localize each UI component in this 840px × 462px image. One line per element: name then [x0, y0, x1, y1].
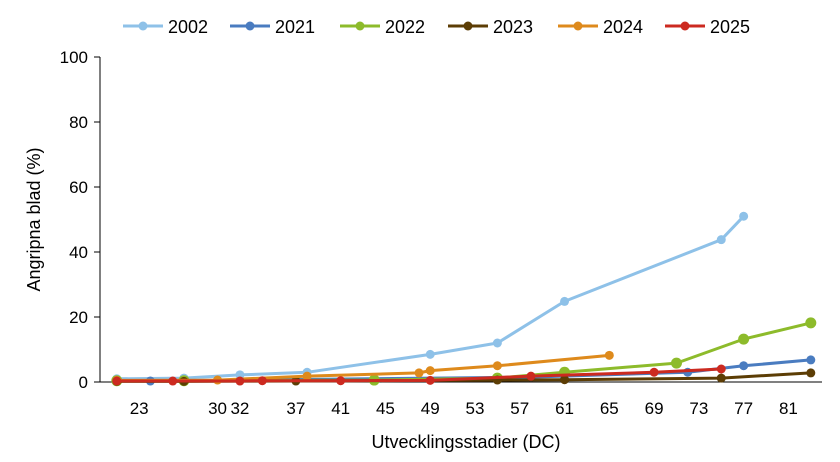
x-tick-label: 73: [689, 399, 708, 418]
data-point: [560, 296, 570, 306]
data-point: [492, 338, 502, 348]
x-tick-label: 57: [510, 399, 529, 418]
data-point: [806, 368, 816, 378]
series-layer: [111, 211, 817, 387]
legend-label: 2022: [385, 17, 425, 37]
legend: 2002 2021 2022 2023 2024 2025: [123, 17, 750, 37]
series-2025: [112, 364, 726, 386]
x-axis-title: Utvecklingsstadier (DC): [371, 432, 560, 452]
data-point: [738, 333, 750, 345]
x-tick-label: 65: [600, 399, 619, 418]
legend-item-2024: 2024: [558, 17, 643, 37]
data-point: [112, 376, 122, 386]
y-tick-label: 40: [69, 243, 88, 262]
data-point: [560, 375, 570, 385]
data-point: [806, 355, 816, 365]
legend-item-2025: 2025: [665, 17, 750, 37]
y-tick-label: 20: [69, 308, 88, 327]
data-point: [649, 367, 659, 377]
x-tick-label: 30: [208, 399, 227, 418]
legend-swatch-marker: [355, 21, 365, 31]
x-tick-label: 81: [779, 399, 798, 418]
y-tick-label: 60: [69, 178, 88, 197]
data-point: [414, 368, 424, 378]
x-tick-label: 61: [555, 399, 574, 418]
series-2002: [112, 211, 749, 384]
x-tick-label: 41: [331, 399, 350, 418]
data-point: [235, 370, 245, 380]
y-tick-label: 100: [60, 48, 88, 67]
data-point: [425, 366, 435, 376]
legend-label: 2002: [168, 17, 208, 37]
y-tick-label: 80: [69, 113, 88, 132]
x-tick-label: 45: [376, 399, 395, 418]
data-point: [168, 376, 178, 386]
data-point: [336, 376, 346, 386]
x-tick-label: 37: [286, 399, 305, 418]
x-tick-label: 49: [421, 399, 440, 418]
legend-item-2023: 2023: [448, 17, 533, 37]
data-point: [670, 357, 682, 369]
x-tick-label: 53: [466, 399, 485, 418]
data-point: [257, 376, 267, 386]
data-point: [805, 317, 817, 329]
x-tick-label: 69: [645, 399, 664, 418]
y-ticks: 0 20 40 60 80 100: [60, 48, 100, 392]
legend-swatch-marker: [573, 21, 583, 31]
y-axis-title: Angripna blad (%): [24, 147, 44, 291]
legend-swatch-marker: [463, 21, 473, 31]
data-point: [739, 211, 749, 221]
series-line-2022: [115, 321, 813, 383]
legend-label: 2023: [493, 17, 533, 37]
legend-item-2002: 2002: [123, 17, 208, 37]
data-point: [739, 361, 749, 371]
legend-label: 2025: [710, 17, 750, 37]
data-point: [716, 235, 726, 245]
legend-item-2022: 2022: [340, 17, 425, 37]
legend-label: 2021: [275, 17, 315, 37]
x-tick-label: 23: [130, 399, 149, 418]
data-point: [716, 364, 726, 374]
axes: [99, 57, 822, 383]
legend-label: 2024: [603, 17, 643, 37]
x-tick-label: 77: [734, 399, 753, 418]
data-point: [526, 371, 536, 381]
data-point: [425, 375, 435, 385]
data-point: [302, 371, 312, 381]
legend-swatch-marker: [245, 21, 255, 31]
y-tick-label: 0: [79, 373, 88, 392]
x-tick-label: 32: [230, 399, 249, 418]
legend-swatch-marker: [680, 21, 690, 31]
legend-swatch-marker: [138, 21, 148, 31]
x-ticks: 23 30 32 37 41 45 49 53 57 61 65 69 73 77 81: [130, 399, 798, 418]
data-point: [604, 350, 614, 360]
data-point: [235, 376, 245, 386]
data-point: [492, 361, 502, 371]
data-point: [425, 349, 435, 359]
legend-item-2021: 2021: [230, 17, 315, 37]
data-point: [716, 373, 726, 383]
